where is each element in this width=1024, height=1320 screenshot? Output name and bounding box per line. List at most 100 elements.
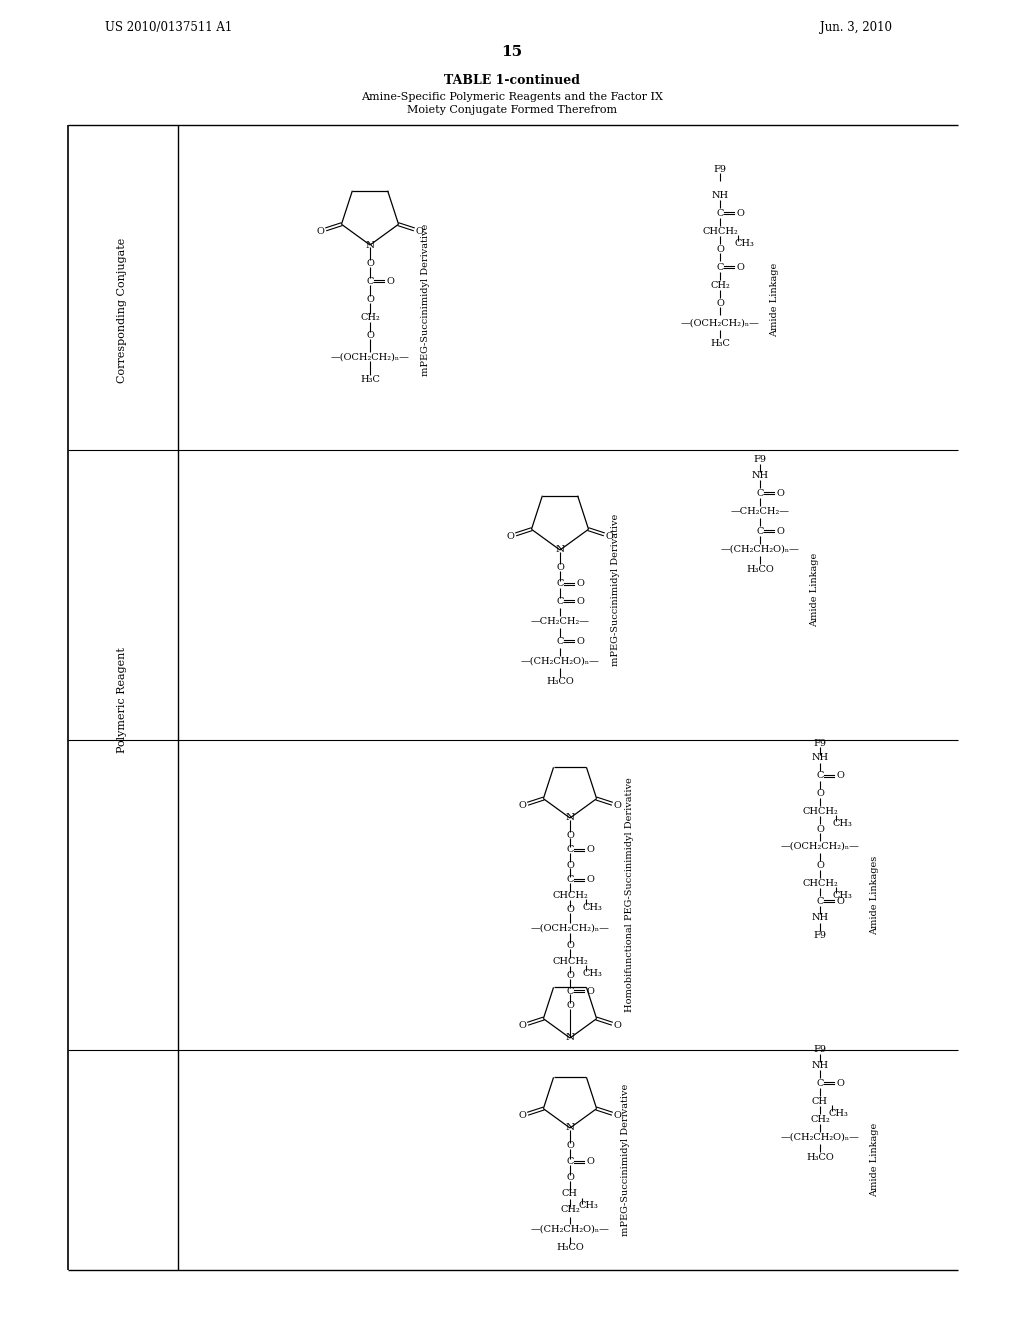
Text: 15: 15 [502, 45, 522, 59]
Text: C: C [816, 896, 823, 906]
Text: O: O [366, 259, 374, 268]
Text: C: C [566, 1158, 573, 1167]
Text: O: O [366, 330, 374, 339]
Text: H₃CO: H₃CO [746, 565, 774, 573]
Text: N: N [565, 813, 574, 822]
Text: CH₂: CH₂ [560, 1205, 580, 1214]
Text: O: O [716, 244, 724, 253]
Text: Polymeric Reagent: Polymeric Reagent [117, 647, 127, 752]
Text: C: C [717, 263, 724, 272]
Text: H₃C: H₃C [360, 375, 380, 384]
Text: H₃CO: H₃CO [806, 1152, 834, 1162]
Text: O: O [836, 896, 844, 906]
Text: mPEG-Succinimidyl Derivative: mPEG-Succinimidyl Derivative [610, 513, 620, 667]
Text: O: O [613, 1111, 622, 1119]
Text: CHCH₂: CHCH₂ [552, 957, 588, 965]
Text: O: O [776, 527, 784, 536]
Text: O: O [566, 1173, 573, 1183]
Text: NH: NH [752, 470, 769, 479]
Text: O: O [816, 825, 824, 833]
Text: C: C [816, 771, 823, 780]
Text: C: C [556, 579, 563, 589]
Text: C: C [717, 209, 724, 218]
Text: O: O [605, 532, 613, 541]
Text: O: O [613, 1020, 622, 1030]
Text: CH₃: CH₃ [582, 903, 602, 912]
Text: C: C [556, 636, 563, 645]
Text: C: C [757, 488, 764, 498]
Text: O: O [566, 830, 573, 840]
Text: —(OCH₂CH₂)ₙ—: —(OCH₂CH₂)ₙ— [331, 352, 410, 362]
Text: O: O [566, 861, 573, 870]
Text: F9: F9 [714, 165, 726, 173]
Text: Amine-Specific Polymeric Reagents and the Factor IX: Amine-Specific Polymeric Reagents and th… [361, 92, 663, 102]
Text: O: O [566, 1142, 573, 1151]
Text: O: O [518, 1020, 526, 1030]
Text: N: N [555, 545, 564, 554]
Text: CH₃: CH₃ [582, 969, 602, 978]
Text: US 2010/0137511 A1: US 2010/0137511 A1 [105, 21, 232, 34]
Text: O: O [586, 846, 594, 854]
Text: O: O [566, 1002, 573, 1011]
Text: O: O [518, 1111, 526, 1119]
Text: —(CH₂CH₂O)ₙ—: —(CH₂CH₂O)ₙ— [780, 1133, 859, 1142]
Text: CH₃: CH₃ [734, 239, 754, 248]
Text: Amide Linkage: Amide Linkage [811, 553, 819, 627]
Text: CHCH₂: CHCH₂ [802, 879, 838, 887]
Text: O: O [776, 488, 784, 498]
Text: Corresponding Conjugate: Corresponding Conjugate [117, 238, 127, 383]
Text: O: O [507, 532, 514, 541]
Text: mPEG-Succinimidyl Derivative: mPEG-Succinimidyl Derivative [421, 224, 429, 376]
Text: —(CH₂CH₂O)ₙ—: —(CH₂CH₂O)ₙ— [721, 544, 800, 553]
Text: C: C [566, 875, 573, 884]
Text: N: N [366, 240, 375, 249]
Text: O: O [836, 771, 844, 780]
Text: C: C [556, 597, 563, 606]
Text: O: O [316, 227, 325, 235]
Text: CHCH₂: CHCH₂ [702, 227, 738, 235]
Text: F9: F9 [754, 455, 767, 465]
Text: —CH₂CH₂—: —CH₂CH₂— [530, 616, 590, 626]
Text: —(CH₂CH₂O)ₙ—: —(CH₂CH₂O)ₙ— [530, 1225, 609, 1233]
Text: O: O [577, 636, 584, 645]
Text: CH₃: CH₃ [828, 1109, 848, 1118]
Text: —(OCH₂CH₂)ₙ—: —(OCH₂CH₂)ₙ— [681, 318, 760, 327]
Text: O: O [556, 562, 564, 572]
Text: CH₃: CH₃ [579, 1201, 598, 1210]
Text: O: O [386, 276, 394, 285]
Text: F9: F9 [813, 931, 826, 940]
Text: CH: CH [562, 1189, 578, 1199]
Text: CH: CH [812, 1097, 828, 1106]
Text: Amide Linkages: Amide Linkages [870, 855, 880, 935]
Text: C: C [757, 527, 764, 536]
Text: O: O [736, 263, 744, 272]
Text: F9: F9 [813, 1045, 826, 1055]
Text: O: O [586, 875, 594, 884]
Text: CH₂: CH₂ [710, 281, 730, 289]
Text: H₃CO: H₃CO [556, 1243, 584, 1253]
Text: O: O [577, 579, 584, 589]
Text: C: C [367, 276, 374, 285]
Text: NH: NH [811, 913, 828, 923]
Text: O: O [566, 941, 573, 950]
Text: NH: NH [811, 754, 828, 763]
Text: CHCH₂: CHCH₂ [802, 807, 838, 816]
Text: CH₃: CH₃ [833, 818, 852, 828]
Text: —(OCH₂CH₂)ₙ—: —(OCH₂CH₂)ₙ— [780, 842, 859, 850]
Text: F9: F9 [813, 738, 826, 747]
Text: O: O [836, 1078, 844, 1088]
Text: C: C [566, 846, 573, 854]
Text: O: O [366, 294, 374, 304]
Text: —CH₂CH₂—: —CH₂CH₂— [730, 507, 790, 516]
Text: O: O [566, 972, 573, 981]
Text: —(CH₂CH₂O)ₙ—: —(CH₂CH₂O)ₙ— [520, 656, 599, 665]
Text: O: O [416, 227, 423, 235]
Text: N: N [565, 1034, 574, 1043]
Text: O: O [577, 597, 584, 606]
Text: C: C [566, 986, 573, 995]
Text: O: O [816, 862, 824, 870]
Text: O: O [586, 1158, 594, 1167]
Text: CH₂: CH₂ [810, 1114, 829, 1123]
Text: Jun. 3, 2010: Jun. 3, 2010 [820, 21, 892, 34]
Text: Amide Linkage: Amide Linkage [870, 1123, 880, 1197]
